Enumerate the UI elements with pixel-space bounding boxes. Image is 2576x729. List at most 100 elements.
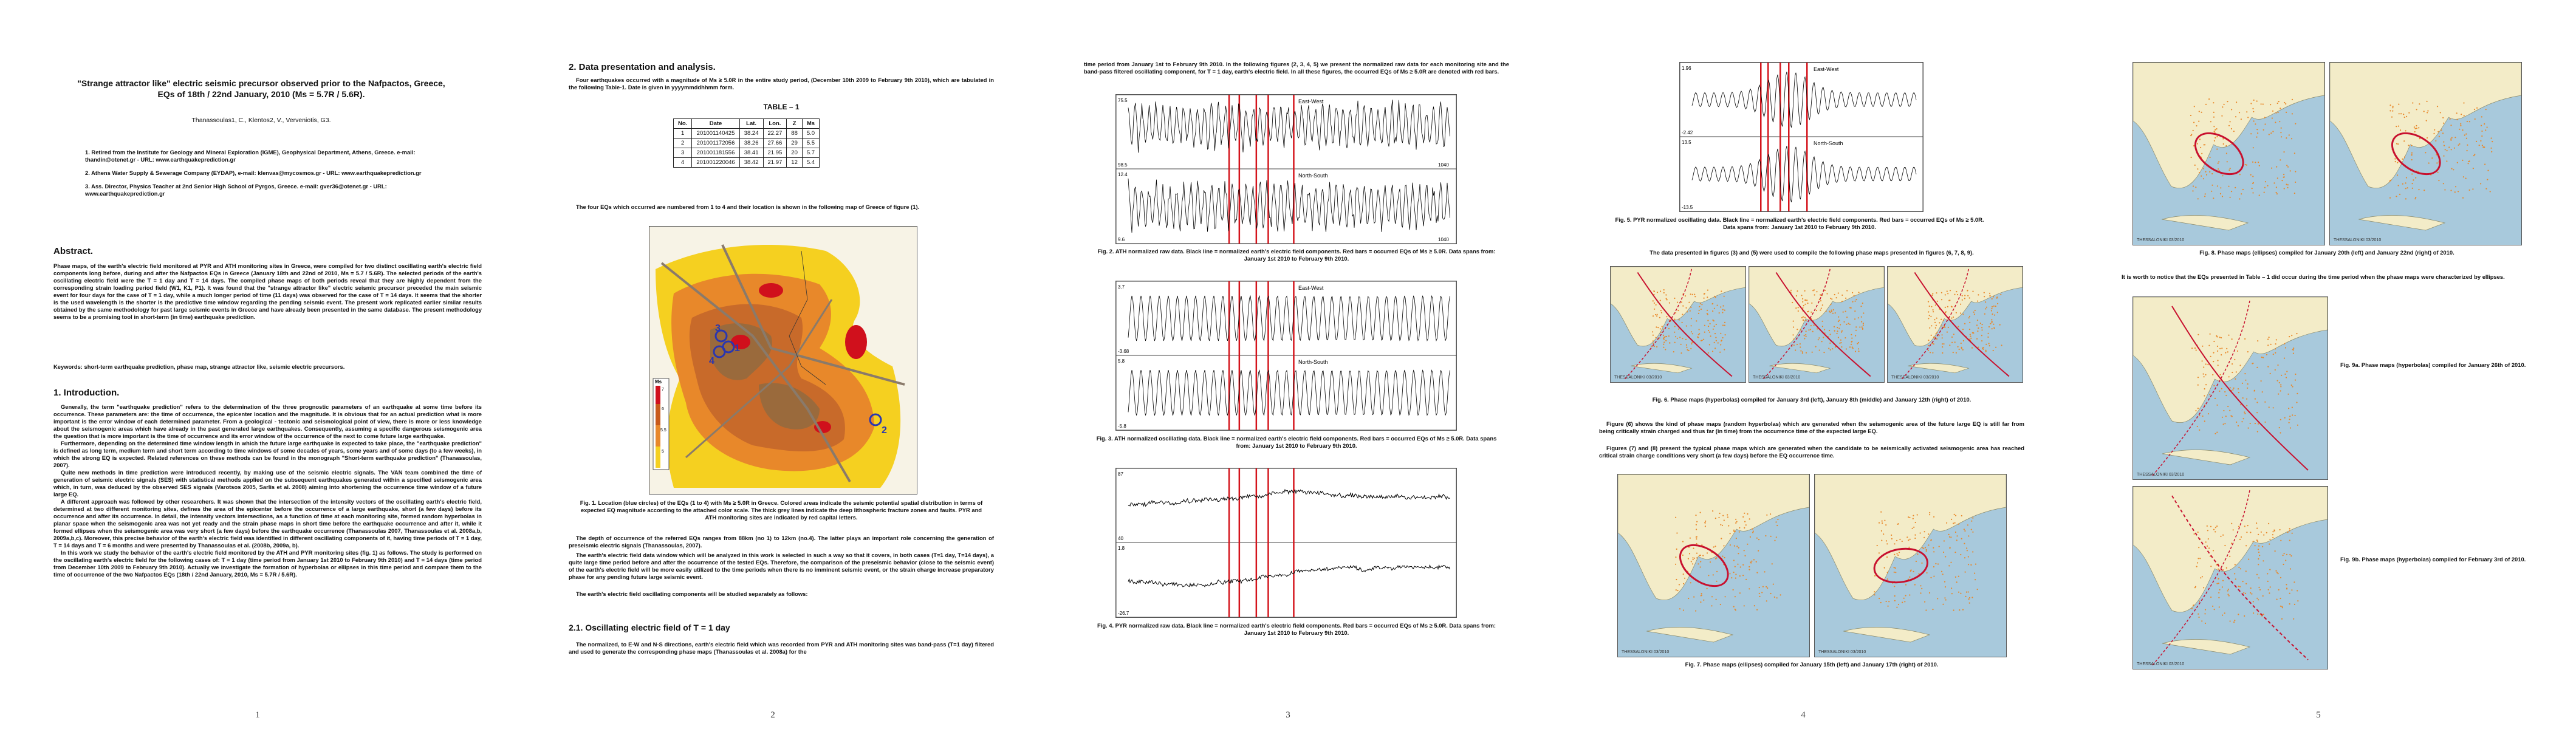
intersection-dot: [1739, 575, 1741, 577]
intersection-dot: [1719, 603, 1721, 606]
intersection-dot: [2276, 102, 2278, 104]
intersection-dot: [1691, 333, 1693, 335]
intersection-dot: [1735, 538, 1737, 539]
intersection-dot: [2487, 179, 2489, 180]
fig2-chart: East-West North-South 75.5 98.5 12.4 9.6…: [1115, 94, 1457, 244]
intersection-dot: [1735, 518, 1737, 520]
intersection-dot: [1659, 299, 1661, 301]
intersection-dot: [1909, 538, 1911, 540]
intersection-dot: [1936, 317, 1937, 319]
intersection-dot: [1714, 518, 1716, 519]
fig3-chart: East-West North-South 3.7 -3.68 5.8 -5.8: [1115, 281, 1457, 431]
intersection-dot: [1809, 329, 1812, 330]
eq-marker-bar: [1267, 281, 1269, 430]
intersection-dot: [1930, 352, 1931, 354]
intersection-dot: [2256, 100, 2258, 102]
intersection-dot: [1749, 518, 1750, 520]
intersection-dot: [2219, 589, 2221, 590]
intersection-dot: [2288, 422, 2290, 423]
intersection-dot: [1925, 549, 1927, 550]
intersection-dot: [1696, 538, 1697, 540]
intersection-dot: [1861, 326, 1863, 328]
intersection-dot: [1720, 524, 1722, 525]
intersection-dot: [1712, 310, 1714, 312]
intersection-dot: [1855, 335, 1857, 337]
intersection-dot: [1880, 511, 1882, 513]
intersection-dot: [2258, 577, 2260, 579]
intersection-dot: [2204, 193, 2206, 195]
intersection-dot: [1845, 310, 1846, 312]
intersection-dot: [2290, 138, 2293, 140]
intersection-dot: [2278, 426, 2280, 429]
intersection-dot: [2281, 606, 2283, 608]
intersection-dot: [1743, 605, 1745, 607]
crete-island: [1631, 363, 1693, 374]
intersection-dot: [1682, 541, 1684, 542]
intersection-dot: [2490, 147, 2492, 149]
fig7-caption: Fig. 7. Phase maps (ellipses) compiled f…: [1685, 661, 1939, 668]
intersection-dot: [2474, 154, 2476, 156]
intersection-dot: [1923, 531, 1925, 533]
intersection-dot: [1758, 550, 1759, 552]
intersection-dot: [1722, 305, 1724, 307]
intersection-dot: [1803, 335, 1805, 337]
intersection-dot: [1652, 334, 1654, 336]
intersection-dot: [1914, 534, 1916, 536]
intersection-dot: [2416, 125, 2417, 127]
intersection-dot: [2262, 357, 2264, 358]
intersection-dot: [2261, 356, 2263, 358]
intersection-dot: [1808, 329, 1810, 331]
intersection-dot: [2198, 547, 2200, 549]
intersection-dot: [2400, 113, 2402, 115]
intersection-dot: [2235, 578, 2236, 580]
intersection-dot: [1653, 302, 1655, 304]
intersection-dot: [1736, 546, 1738, 547]
intersection-dot: [2256, 366, 2258, 368]
intersection-dot: [1946, 331, 1948, 333]
intersection-dot: [2196, 143, 2198, 145]
intersection-dot: [1688, 301, 1690, 303]
intersection-dot: [1682, 609, 1684, 611]
intersection-dot: [2442, 117, 2444, 118]
table-row: 3 201001181556 38.41 21.95 20 5.7: [673, 148, 820, 158]
intersection-dot: [1941, 325, 1943, 327]
intersection-dot: [2278, 393, 2280, 395]
intersection-dot: [1936, 292, 1937, 294]
intersection-dot: [2491, 151, 2493, 152]
paragraph: The earth's electric field data window w…: [569, 552, 994, 580]
intro-paragraph: Generally, the term "earthquake predicti…: [53, 403, 482, 439]
intersection-dot: [2252, 363, 2253, 364]
intersection-dot: [2244, 411, 2245, 413]
intersection-dot: [1962, 349, 1964, 351]
intersection-dot: [1727, 514, 1728, 516]
intersection-dot: [2268, 134, 2270, 135]
intersection-dot: [1714, 296, 1716, 298]
intersection-dot: [1664, 336, 1666, 338]
intersection-dot: [2397, 143, 2399, 145]
intersection-dot: [1967, 556, 1969, 558]
intersection-dot: [1685, 344, 1687, 346]
intersection-dot: [2252, 182, 2254, 183]
intersection-dot: [2221, 115, 2223, 117]
intersection-dot: [2258, 533, 2259, 535]
intersection-dot: [1956, 539, 1958, 541]
intersection-dot: [2293, 347, 2295, 349]
intersection-dot: [2219, 337, 2221, 338]
intersection-dot: [2426, 137, 2428, 139]
paragraph: The earth's electric field oscillating c…: [576, 590, 808, 597]
intersection-dot: [1901, 540, 1903, 542]
intersection-dot: [1837, 321, 1839, 323]
intersection-dot: [1909, 576, 1911, 578]
intersection-dot: [2297, 424, 2298, 426]
intersection-dot: [1673, 351, 1674, 353]
intersection-dot: [1834, 330, 1835, 332]
intersection-dot: [1829, 311, 1831, 313]
affiliation-1: 1. Retired from the Institute for Geolog…: [85, 149, 416, 163]
intersection-dot: [2295, 373, 2297, 375]
intersection-dot: [1753, 559, 1755, 561]
table-cell: 38.26: [739, 138, 764, 148]
map-stamp: THESSALONIKI 03/2010: [2137, 473, 2184, 477]
intersection-dot: [2241, 382, 2243, 384]
phase-map-svg: THESSALONIKI 03/2010: [1749, 267, 1884, 380]
intersection-dot: [1944, 325, 1945, 327]
